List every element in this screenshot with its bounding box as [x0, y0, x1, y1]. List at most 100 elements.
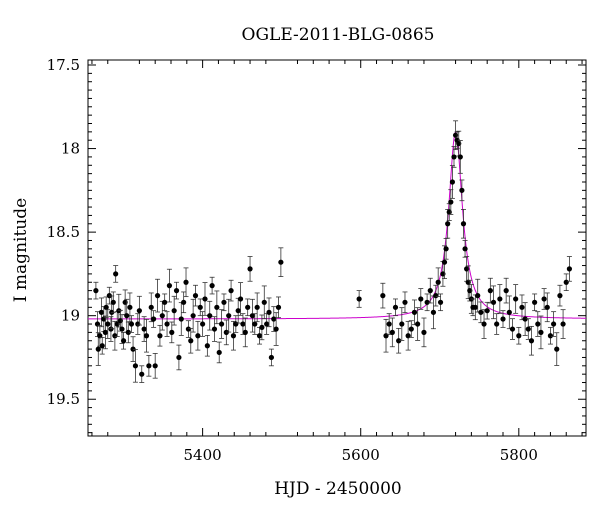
- data-point: [557, 284, 563, 307]
- data-point: [197, 298, 203, 317]
- data-point: [273, 312, 279, 346]
- y-tick-label: 17.5: [47, 56, 80, 74]
- data-point: [441, 245, 448, 279]
- data-point: [405, 320, 411, 351]
- data-point: [237, 282, 244, 316]
- data-point: [235, 297, 241, 324]
- data-point: [146, 355, 152, 377]
- data-point: [497, 284, 503, 314]
- data-point: [509, 318, 516, 340]
- data-point: [487, 277, 493, 304]
- data-point: [550, 311, 557, 337]
- data-point: [93, 281, 99, 300]
- data-point: [535, 311, 541, 337]
- data-point: [178, 302, 184, 336]
- data-point: [427, 277, 433, 304]
- y-tick-label: 19.5: [47, 390, 80, 408]
- data-point: [528, 325, 535, 356]
- data-point: [399, 307, 405, 341]
- data-point: [411, 299, 418, 326]
- data-point: [185, 320, 191, 338]
- data-point: [188, 327, 194, 354]
- data-point: [242, 317, 248, 348]
- data-point: [396, 327, 402, 354]
- tick-labels: 5400 5600 5800 17.5 18 18.5 19 19.5: [47, 56, 538, 464]
- data-point: [516, 326, 522, 345]
- data-point: [230, 320, 237, 351]
- data-point: [157, 324, 163, 347]
- data-point: [503, 277, 509, 304]
- y-tick-label: 18.5: [47, 223, 80, 241]
- data-point: [233, 315, 239, 333]
- data-point: [481, 309, 487, 339]
- x-tick-label: 5400: [184, 446, 222, 464]
- data-point: [256, 326, 263, 345]
- data-point: [181, 291, 187, 314]
- data-point: [554, 332, 560, 366]
- data-point: [462, 240, 468, 258]
- data-point: [254, 292, 260, 323]
- data-point: [541, 288, 547, 310]
- data-point: [195, 320, 201, 351]
- data-point: [102, 315, 108, 350]
- data-point: [389, 317, 395, 348]
- data-point: [424, 293, 430, 312]
- data-point: [148, 292, 154, 323]
- x-axis-label: HJD - 2450000: [274, 479, 402, 499]
- data-point: [204, 334, 210, 357]
- data-point: [132, 349, 139, 383]
- data-point: [119, 314, 125, 344]
- data-point: [249, 298, 256, 333]
- data-point: [152, 353, 158, 379]
- y-tick-label: 18: [61, 140, 80, 158]
- data-point: [264, 313, 270, 335]
- data-point: [532, 293, 538, 312]
- data-point: [494, 313, 500, 335]
- data-point: [214, 290, 220, 325]
- data-point: [209, 276, 215, 295]
- data-point: [451, 146, 457, 168]
- data-point: [268, 348, 274, 367]
- data-point: [95, 332, 101, 366]
- data-point: [275, 296, 282, 319]
- data-point: [408, 320, 414, 338]
- data-point: [110, 291, 116, 314]
- data-point: [433, 284, 439, 307]
- data-point: [113, 265, 119, 283]
- data-point: [459, 179, 465, 202]
- data-point: [457, 140, 463, 174]
- data-point: [500, 310, 506, 328]
- plot-frame: [87, 59, 587, 437]
- data-points: [93, 120, 573, 383]
- data-point: [437, 293, 444, 312]
- data-point: [99, 337, 105, 355]
- data-point: [392, 298, 399, 317]
- data-point: [490, 285, 497, 320]
- data-point: [105, 309, 111, 339]
- data-point: [141, 316, 147, 342]
- data-point: [430, 295, 437, 330]
- data-point: [207, 300, 213, 331]
- data-point: [435, 267, 441, 298]
- data-point: [202, 282, 208, 316]
- data-point: [120, 331, 127, 350]
- data-point: [563, 273, 569, 292]
- data-point: [200, 311, 206, 337]
- data-point: [448, 189, 454, 215]
- axis-ticks: [88, 60, 586, 436]
- chart-title: OGLE-2011-BLG-0865: [242, 25, 435, 45]
- data-point: [192, 284, 199, 307]
- data-point: [506, 295, 512, 330]
- data-point: [560, 309, 566, 339]
- data-point: [221, 293, 227, 312]
- data-point: [513, 284, 519, 314]
- data-point: [154, 278, 161, 313]
- y-axis-label: I magnitude: [11, 198, 31, 302]
- data-point: [128, 315, 135, 333]
- data-point: [386, 313, 392, 335]
- data-point: [164, 311, 170, 337]
- x-tick-label: 5800: [500, 446, 538, 464]
- data-point: [143, 318, 150, 353]
- data-point: [190, 298, 196, 333]
